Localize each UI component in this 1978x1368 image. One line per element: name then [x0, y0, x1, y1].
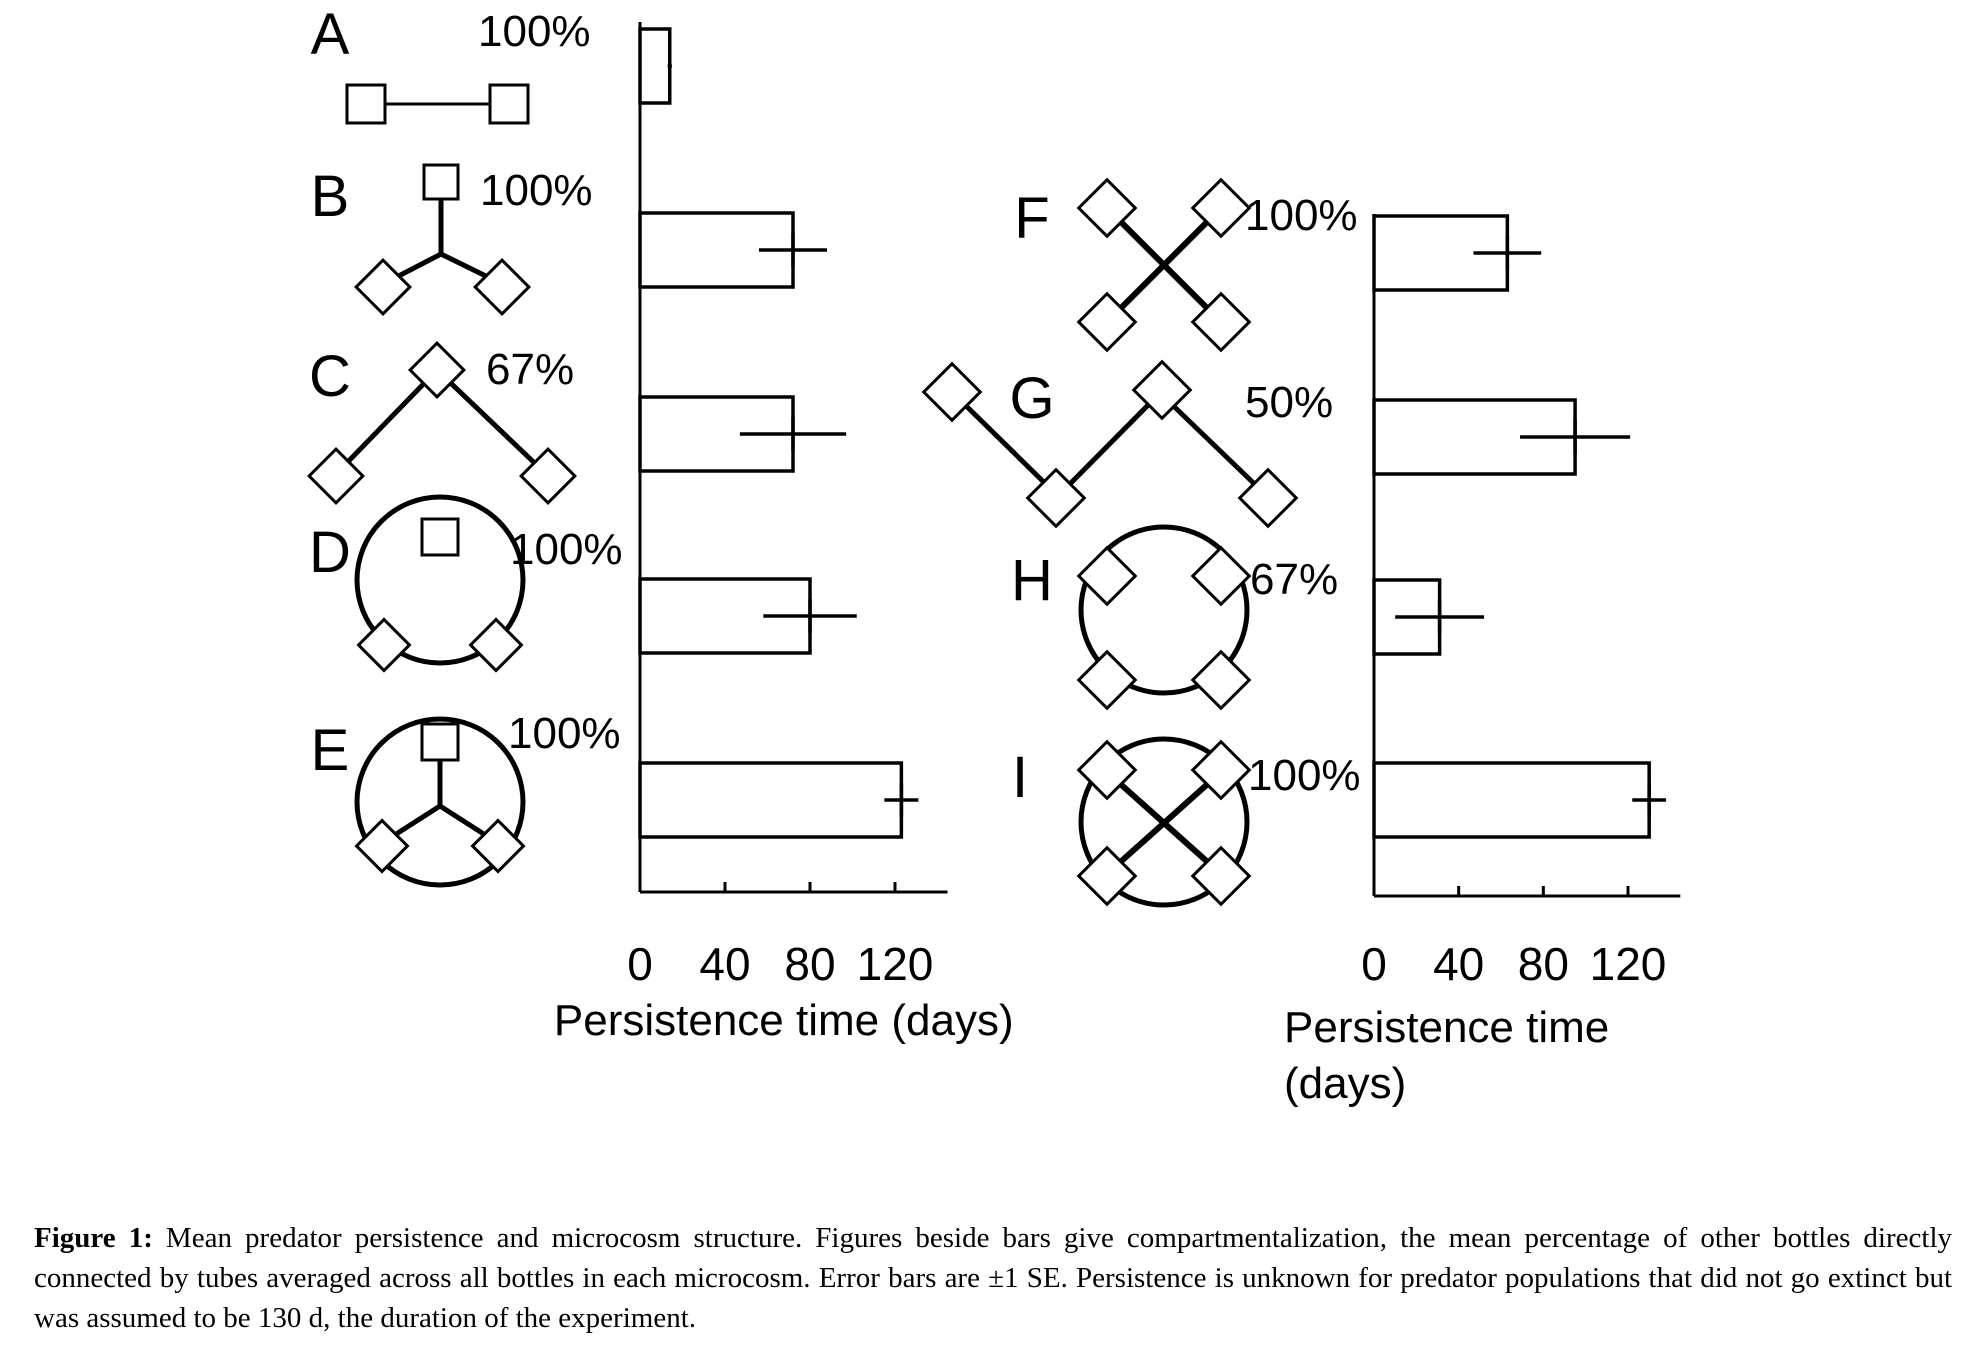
bottle-icon — [1237, 467, 1299, 529]
microcosm-diagrams — [307, 83, 1299, 908]
category-label-b: B — [311, 164, 350, 229]
tube-line — [435, 368, 546, 474]
bottle-icon — [1190, 545, 1252, 607]
bottle-icon — [519, 447, 577, 505]
x-tick-label: 80 — [1518, 938, 1569, 990]
bottle-icon — [470, 818, 526, 874]
compartmentalization-label-a: 100% — [478, 7, 591, 56]
tube-line — [1104, 769, 1224, 877]
bottle-icon — [1076, 845, 1138, 907]
bottle-icon — [1076, 545, 1138, 607]
x-axis-label-line: (days) — [1284, 1059, 1406, 1108]
bottle-icon — [473, 258, 531, 316]
x-tick-label: 120 — [857, 938, 934, 990]
figure-graphic: 0 40 80 120 Persistence time (days) A 100% B 100… — [307, 2, 1681, 1108]
bottle-icon — [1076, 649, 1138, 711]
bottle-icon — [420, 722, 460, 762]
bottle-icon — [1190, 291, 1252, 353]
bottle-icon — [408, 341, 466, 399]
tube-ring — [354, 494, 526, 666]
tube-ring — [354, 716, 526, 888]
category-label-i: I — [1012, 745, 1028, 810]
category-label-f: F — [1014, 186, 1049, 251]
compartmentalization-label-b: 100% — [480, 166, 593, 215]
compartmentalization-label-f: 100% — [1245, 191, 1358, 240]
category-label-h: H — [1011, 548, 1053, 613]
tube-ring — [1078, 524, 1250, 696]
x-tick-label: 40 — [699, 938, 750, 990]
tube-line — [953, 393, 1060, 498]
tube-line — [336, 368, 439, 474]
bottle-icon — [356, 617, 412, 673]
category-label-g: G — [1009, 366, 1054, 431]
bottle-icon — [1076, 291, 1138, 353]
compartmentalization-label-e: 100% — [508, 709, 621, 758]
left-bar-panel: 0 40 80 120 Persistence time (days) A 100% B 100… — [309, 2, 1014, 1045]
bottle-icon — [1190, 649, 1252, 711]
bar-a — [638, 27, 672, 105]
x-tick-label: 40 — [1433, 938, 1484, 990]
bottle-icon — [1076, 177, 1138, 239]
category-label-a: A — [311, 2, 350, 67]
x-tick-label: 120 — [1590, 938, 1667, 990]
compartmentalization-label-g: 50% — [1245, 378, 1333, 427]
tube-ring — [1078, 736, 1250, 908]
x-tick-label: 0 — [1361, 938, 1387, 990]
bottle-icon — [1076, 739, 1138, 801]
bottle-icon — [1190, 177, 1252, 239]
tube-line — [438, 803, 492, 841]
category-label-d: D — [309, 520, 351, 585]
tube-line — [1056, 391, 1162, 498]
caption-text: Mean predator persistence and microcosm … — [34, 1222, 1952, 1334]
x-tick-label: 0 — [627, 938, 653, 990]
bottle-icon — [354, 258, 412, 316]
bottle-icon — [307, 447, 365, 505]
bottle-icon — [1025, 467, 1087, 529]
compartmentalization-label-d: 100% — [510, 525, 623, 574]
bar-i — [1372, 761, 1651, 839]
bottle-icon — [488, 83, 530, 125]
tube-line — [1158, 391, 1269, 498]
x-tick-label: 80 — [784, 938, 835, 990]
compartmentalization-label-h: 67% — [1250, 555, 1338, 604]
caption-label: Figure 1: — [34, 1222, 153, 1254]
bottle-icon — [420, 517, 460, 557]
compartmentalization-label-c: 67% — [486, 345, 574, 394]
bottle-icon — [354, 818, 410, 874]
bottle-icon — [1190, 845, 1252, 907]
category-label-c: C — [309, 344, 351, 409]
bottle-icon — [422, 163, 460, 201]
x-axis-label: Persistence time (days) — [554, 996, 1014, 1045]
bottle-icon — [1190, 739, 1252, 801]
category-label-e: E — [311, 718, 350, 783]
figure-caption: Figure 1: Mean predator persistence and … — [34, 1218, 1952, 1338]
bottle-icon — [468, 617, 524, 673]
tube-line — [388, 803, 442, 841]
compartmentalization-label-i: 100% — [1248, 751, 1361, 800]
bar-e — [638, 761, 904, 839]
bottle-icon — [345, 83, 387, 125]
right-bar-panel: 0 40 80 120 Persistence time (days) F 100% G 50% H… — [1009, 186, 1681, 1108]
x-axis-label-line: Persistence time — [1284, 1003, 1609, 1052]
bottle-icon — [1131, 359, 1193, 421]
bottle-icon — [921, 361, 983, 423]
